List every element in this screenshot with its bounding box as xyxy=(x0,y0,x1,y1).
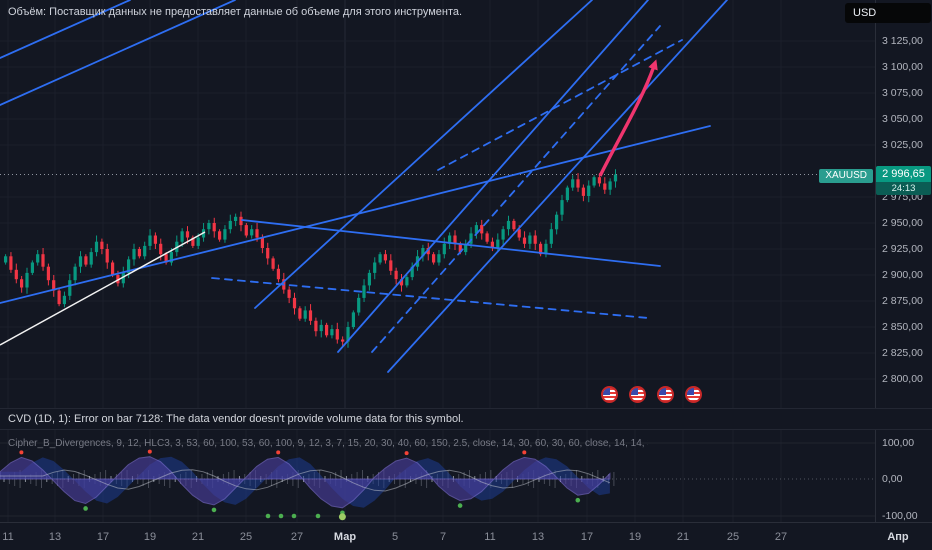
cvd-error-text: CVD (1D, 1): Error on bar 7128: The data… xyxy=(8,413,464,425)
time-axis-label: 25 xyxy=(726,531,740,543)
current-price-value: 2 996,65 xyxy=(876,166,931,182)
currency-toggle-button[interactable]: USD xyxy=(845,3,931,23)
indicator-pane[interactable]: Cipher_B_Divergences, 9, 12, HLC3, 3, 53… xyxy=(0,430,875,522)
us-flag-icon[interactable] xyxy=(685,386,702,403)
bar-countdown: 24:13 xyxy=(876,182,931,195)
price-axis-label: 2 825,00 xyxy=(882,347,923,359)
time-axis-label: 17 xyxy=(96,531,110,543)
time-axis-label: 17 xyxy=(580,531,594,543)
indicator-params-text[interactable]: Cipher_B_Divergences, 9, 12, HLC3, 3, 53… xyxy=(8,438,648,449)
price-axis-label: 3 025,00 xyxy=(882,139,923,151)
price-axis-label: 2 875,00 xyxy=(882,295,923,307)
volume-warning-text: Объём: Поставщик данных не предоставляет… xyxy=(8,6,463,18)
price-axis-label: 2 925,00 xyxy=(882,243,923,255)
time-axis-label: 5 xyxy=(391,531,399,543)
current-price-badge: 2 996,65 24:13 xyxy=(876,166,931,195)
price-axis[interactable]: 2 996,65 24:13 3 125,00 3 100,00 3 075,00 3… xyxy=(875,0,932,522)
cvd-error-row: CVD (1D, 1): Error on bar 7128: The data… xyxy=(0,408,932,430)
price-axis-label: 3 075,00 xyxy=(882,87,923,99)
price-axis-label: 2 800,00 xyxy=(882,373,923,385)
time-axis-label: Апр xyxy=(887,531,909,543)
time-axis-label: 13 xyxy=(531,531,545,543)
time-axis-label: 13 xyxy=(48,531,62,543)
symbol-price-chip[interactable]: XAUUSD xyxy=(819,169,873,183)
time-axis-label: 19 xyxy=(143,531,157,543)
time-axis-label: 27 xyxy=(774,531,788,543)
time-axis-label: 27 xyxy=(290,531,304,543)
time-axis[interactable]: 11 13 17 19 21 25 27 Мар 5 7 11 13 17 19 21 25 27 Апр xyxy=(0,522,932,550)
price-axis-label: 3 100,00 xyxy=(882,61,923,73)
us-flag-icon[interactable] xyxy=(629,386,646,403)
time-axis-label: 21 xyxy=(191,531,205,543)
time-axis-label: 19 xyxy=(628,531,642,543)
indicator-axis-label: 100,00 xyxy=(882,437,915,449)
indicator-axis-label: 0,00 xyxy=(882,473,903,485)
time-axis-label: 7 xyxy=(439,531,447,543)
time-axis-label: 21 xyxy=(676,531,690,543)
price-axis-label: 2 950,00 xyxy=(882,217,923,229)
indicator-axis-label: -100,00 xyxy=(882,510,918,522)
time-axis-label: 25 xyxy=(239,531,253,543)
us-flag-icon[interactable] xyxy=(657,386,674,403)
indicator-canvas[interactable] xyxy=(0,430,875,522)
price-axis-label: 3 125,00 xyxy=(882,35,923,47)
us-flag-icon[interactable] xyxy=(601,386,618,403)
time-axis-label: 11 xyxy=(484,531,496,543)
time-axis-label: Мар xyxy=(333,531,357,543)
main-chart-canvas[interactable] xyxy=(0,0,875,408)
price-axis-label: 2 900,00 xyxy=(882,269,923,281)
price-axis-label: 2 850,00 xyxy=(882,321,923,333)
time-axis-label: 11 xyxy=(2,531,14,543)
price-axis-label: 3 050,00 xyxy=(882,113,923,125)
main-chart-pane[interactable]: Объём: Поставщик данных не предоставляет… xyxy=(0,0,875,408)
